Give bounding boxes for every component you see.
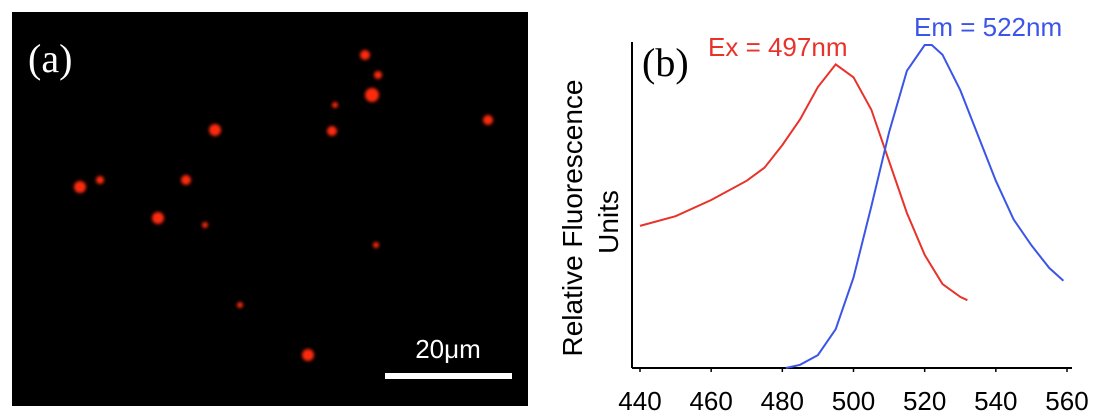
micrograph (12, 12, 528, 406)
fluorescent-spots (74, 50, 493, 361)
x-tick-label: 520 (903, 386, 946, 416)
scale-bar-label: 20μm (415, 334, 481, 364)
series-label: Em = 522nm (914, 12, 1062, 42)
x-tick-label: 500 (832, 386, 875, 416)
x-tick-label: 440 (618, 386, 661, 416)
x-tick-label: 560 (1045, 386, 1088, 416)
x-tick-label: 540 (974, 386, 1017, 416)
scale-bar (385, 373, 512, 379)
x-tick-label: 480 (761, 386, 804, 416)
panel-label: (b) (642, 40, 689, 85)
x-tick-label: 460 (689, 386, 732, 416)
y-axis-label: Relative Fluorescence (557, 79, 588, 356)
line (639, 63, 968, 302)
line (785, 44, 1065, 369)
panel-label: (a) (28, 36, 72, 81)
y-axis-label: Units (593, 190, 624, 254)
series-label: Ex = 497nm (708, 32, 847, 62)
